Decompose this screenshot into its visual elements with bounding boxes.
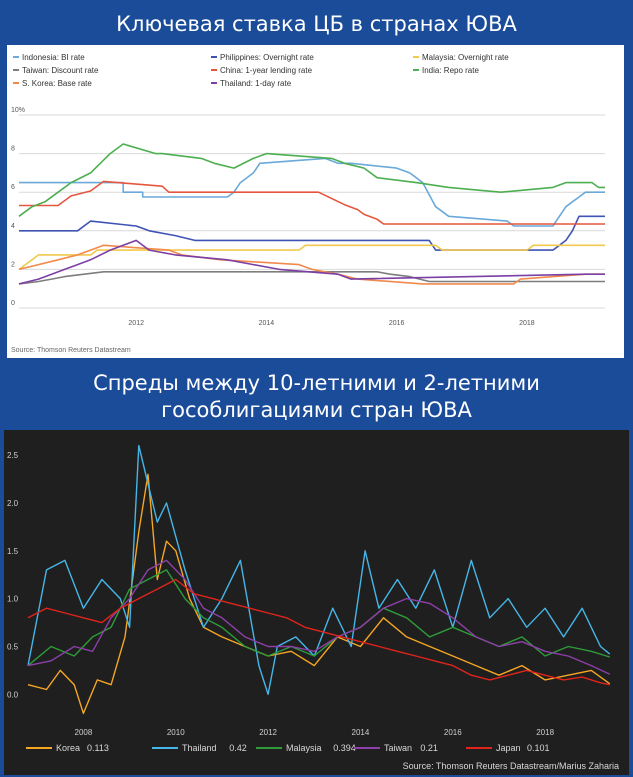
y-tick-label: 10%: [11, 107, 25, 114]
x-tick-label: 2018: [519, 320, 535, 327]
legend-value-thailand: 0.42: [229, 743, 247, 753]
y-tick-label: 0: [11, 300, 15, 307]
chart-title-spreads-line2: гособлигациями стран ЮВА: [161, 398, 472, 422]
source-note: Source: Thomson Reuters Datastream: [11, 347, 131, 354]
series-line-malaysia-overnight-rate: [18, 244, 605, 271]
spreads-chart-panel: 2.5 2.0 1.5 1.0 0.5 0.0 2008 2010 2012 2014 2016 20…: [4, 430, 629, 775]
chart-title-spreads-line1: Спреды между 10-летними и 2-летними: [93, 371, 540, 395]
series-line-philippines-overnight-rate: [19, 215, 605, 251]
legend-value-korea: 0.113: [87, 743, 109, 753]
legend-value-japan: 0.101: [527, 743, 550, 753]
legend-label-taiwan: Taiwan: [384, 743, 412, 753]
key-rate-chart-panel: Indonesia: BI rate Philippines: Overnight…: [7, 45, 624, 358]
legend-label-indonesia-bi-rate: Indonesia: BI rate: [22, 53, 85, 62]
y-tick-label: 2.5: [7, 451, 19, 460]
legend-label-thailand: Thailand: [182, 743, 217, 753]
x-tick-label: 2012: [259, 728, 277, 737]
x-tick-label: 2016: [444, 728, 462, 737]
chart-title-key-rate: Ключевая ставка ЦБ в странах ЮВА: [116, 12, 517, 36]
series-line-thailand-1-day-rate: [18, 239, 605, 285]
legend-label-s-korea-base-rate: S. Korea: Base rate: [22, 79, 92, 88]
legend-label-philippines-overnight-rate: Philippines: Overnight rate: [220, 53, 314, 62]
legend-value-taiwan: 0.21: [420, 743, 438, 753]
key-rate-chart: Indonesia: BI rate Philippines: Overnight…: [11, 53, 605, 354]
spreads-chart: 2.5 2.0 1.5 1.0 0.5 0.0 2008 2010 2012 2014 2016 20…: [7, 444, 619, 771]
series-line-indonesia-bi-rate: [19, 157, 605, 227]
series-line-s-korea-base-rate: [18, 244, 605, 285]
x-tick-label: 2016: [389, 320, 405, 327]
series-line-malaysia: [27, 569, 611, 667]
y-tick-label: 4: [11, 223, 15, 230]
y-tick-label: 2.0: [7, 499, 19, 508]
series-line-china-1-year-lending-rate: [19, 180, 605, 225]
series-line-japan: [27, 578, 610, 686]
y-tick-label: 1.5: [7, 547, 19, 556]
y-tick-label: 1.0: [7, 595, 19, 604]
y-tick-label: 8: [11, 146, 15, 153]
y-tick-label: 0.0: [7, 690, 19, 699]
x-tick-label: 2010: [167, 728, 185, 737]
series-line-thailand: [27, 444, 611, 695]
legend-label-japan: Japan: [496, 743, 521, 753]
legend-label-china-1-year-lending-rate: China: 1-year lending rate: [220, 66, 313, 75]
y-tick-label: 6: [11, 184, 15, 191]
x-tick-label: 2012: [128, 320, 144, 327]
legend-label-thailand-1-day-rate: Thailand: 1-day rate: [220, 79, 292, 88]
x-tick-label: 2018: [536, 728, 554, 737]
legend-label-india-repo-rate: India: Repo rate: [422, 66, 479, 75]
y-tick-label: 0.5: [7, 642, 19, 651]
x-tick-label: 2014: [352, 728, 370, 737]
legend-label-taiwan-discount-rate: Taiwan: Discount rate: [22, 66, 99, 75]
legend-label-malaysia-overnight-rate: Malaysia: Overnight rate: [422, 53, 509, 62]
x-tick-label: 2008: [75, 728, 93, 737]
source-note: Source: Thomson Reuters Datastream/Mariu…: [403, 761, 619, 771]
legend-label-korea: Korea: [56, 743, 80, 753]
series-line-india-repo-rate: [18, 143, 605, 217]
chart-title-spreads: Спреды между 10-летними и 2-летними госо…: [0, 370, 633, 424]
x-tick-label: 2014: [259, 320, 275, 327]
y-tick-label: 2: [11, 261, 15, 268]
legend-value-malaysia: 0.394: [333, 743, 356, 753]
legend-label-malaysia: Malaysia: [286, 743, 322, 753]
